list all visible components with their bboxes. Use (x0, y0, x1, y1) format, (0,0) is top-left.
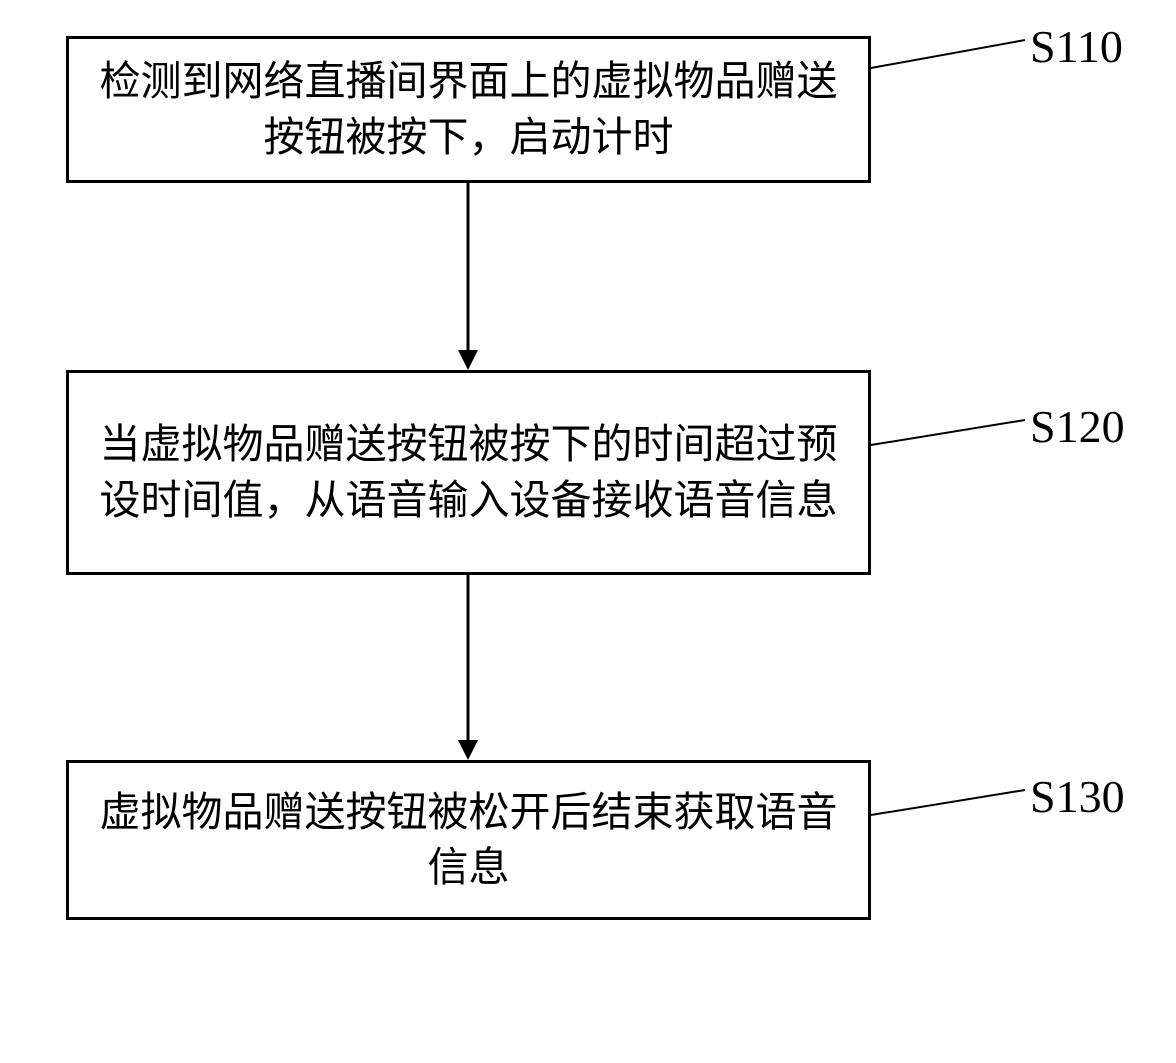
step-label-s120: S120 (1030, 400, 1125, 453)
flowchart-node-s110: 检测到网络直播间界面上的虚拟物品赠送按钮被按下，启动计时 (66, 36, 871, 183)
node-text: 检测到网络直播间界面上的虚拟物品赠送按钮被按下，启动计时 (89, 54, 848, 165)
flowchart-canvas: 检测到网络直播间界面上的虚拟物品赠送按钮被按下，启动计时 S110 当虚拟物品赠… (0, 0, 1176, 1063)
node-text: 虚拟物品赠送按钮被松开后结束获取语音信息 (89, 785, 848, 896)
flowchart-node-s120: 当虚拟物品赠送按钮被按下的时间超过预设时间值，从语音输入设备接收语音信息 (66, 370, 871, 575)
step-label-s110: S110 (1030, 20, 1123, 73)
step-label-s130: S130 (1030, 770, 1125, 823)
node-text: 当虚拟物品赠送按钮被按下的时间超过预设时间值，从语音输入设备接收语音信息 (89, 417, 848, 528)
flowchart-node-s130: 虚拟物品赠送按钮被松开后结束获取语音信息 (66, 760, 871, 920)
